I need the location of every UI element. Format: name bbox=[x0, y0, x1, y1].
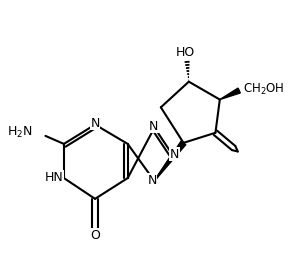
Text: H$_2$N: H$_2$N bbox=[7, 124, 33, 140]
Text: N: N bbox=[170, 148, 179, 161]
Text: CH$_2$OH: CH$_2$OH bbox=[243, 82, 284, 97]
Text: HN: HN bbox=[45, 171, 64, 184]
Text: O: O bbox=[90, 229, 100, 242]
Polygon shape bbox=[154, 141, 186, 181]
Text: HO: HO bbox=[176, 46, 195, 59]
Text: N: N bbox=[149, 120, 159, 133]
Text: N: N bbox=[147, 174, 157, 187]
Text: N: N bbox=[90, 117, 100, 130]
Polygon shape bbox=[220, 88, 240, 100]
